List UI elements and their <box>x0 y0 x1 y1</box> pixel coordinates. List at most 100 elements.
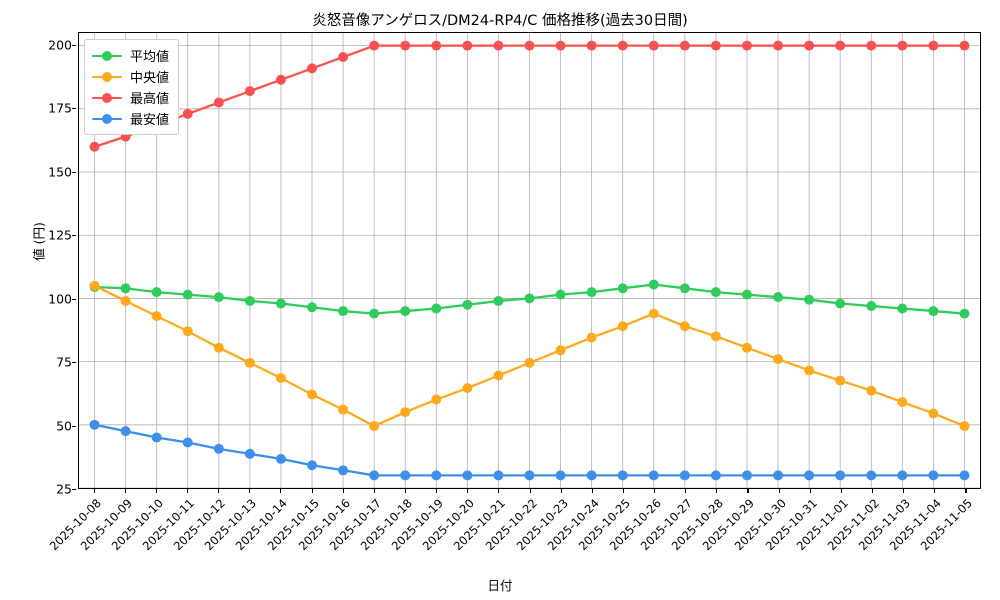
data-point <box>493 370 504 381</box>
x-tick-mark <box>436 489 438 493</box>
data-point <box>89 141 100 152</box>
data-point <box>804 470 815 481</box>
data-point <box>928 408 939 419</box>
data-point <box>586 470 597 481</box>
data-point <box>773 470 784 481</box>
data-point <box>182 289 193 300</box>
x-tick-mark <box>498 489 500 493</box>
data-point <box>959 421 970 432</box>
data-point <box>804 294 815 305</box>
data-point <box>959 308 970 319</box>
y-tick-mark <box>72 298 76 300</box>
data-point <box>959 470 970 481</box>
chart-legend: 平均値 中央値 最高値 最安値 <box>84 39 180 135</box>
data-point <box>275 453 286 464</box>
data-point <box>431 303 442 314</box>
data-point <box>866 385 877 396</box>
x-tick-mark <box>872 489 874 493</box>
y-tick-label: 100 <box>48 291 72 307</box>
series-中央値 <box>89 280 970 432</box>
data-point <box>369 470 380 481</box>
x-tick-mark <box>249 489 251 493</box>
legend-label: 最安値 <box>130 113 170 128</box>
data-point <box>213 443 224 454</box>
data-point <box>307 63 318 74</box>
data-point <box>773 40 784 51</box>
data-point <box>431 40 442 51</box>
data-point <box>648 470 659 481</box>
y-tick-label: 25 <box>56 481 72 497</box>
data-point <box>431 394 442 405</box>
data-point <box>338 52 349 62</box>
y-tick-mark <box>72 235 76 237</box>
data-point <box>773 292 784 303</box>
data-point <box>866 301 877 311</box>
data-point <box>741 470 752 481</box>
data-point <box>555 470 566 481</box>
data-point <box>679 40 690 51</box>
data-point <box>182 326 193 337</box>
legend-swatch-icon <box>92 71 122 83</box>
x-tick-mark <box>654 489 656 493</box>
x-tick-mark <box>404 489 407 493</box>
data-point <box>586 40 597 51</box>
legend-label: 中央値 <box>130 71 170 86</box>
data-point <box>866 470 877 481</box>
x-tick-mark <box>186 489 189 493</box>
legend-swatch-icon <box>92 92 122 104</box>
data-point <box>897 470 908 481</box>
data-point <box>307 460 318 471</box>
series-平均値 <box>89 279 970 319</box>
y-tick-mark <box>72 489 76 491</box>
data-point <box>710 470 721 481</box>
data-point <box>369 421 380 432</box>
data-point <box>928 306 939 317</box>
x-tick-mark <box>311 489 313 493</box>
chart-title: 炎怒音像アンゲロス/DM24-RP4/C 価格推移(過去30日間) <box>312 13 688 29</box>
x-tick-mark <box>342 489 344 493</box>
y-tick-label: 125 <box>48 227 72 243</box>
data-point <box>617 321 628 332</box>
data-point <box>182 108 193 119</box>
data-point <box>835 470 846 481</box>
y-axis-tick-labels: 25 50 75 100 125 150 175 200 <box>20 32 72 496</box>
data-point <box>524 470 535 481</box>
data-point <box>89 419 100 430</box>
y-tick-label: 200 <box>48 37 72 53</box>
data-point <box>338 404 349 415</box>
x-tick-mark <box>809 489 811 493</box>
legend-swatch-icon <box>92 50 122 62</box>
data-point <box>835 375 846 386</box>
data-point <box>804 40 815 51</box>
data-point <box>524 293 535 304</box>
data-point <box>307 302 318 313</box>
data-point <box>431 470 442 481</box>
x-tick-mark <box>218 489 220 493</box>
data-point <box>710 40 721 51</box>
data-point <box>213 342 224 353</box>
data-point <box>866 40 877 51</box>
data-point <box>897 397 908 408</box>
data-point <box>400 407 411 418</box>
data-point <box>120 283 131 294</box>
data-point <box>213 292 224 303</box>
data-point <box>462 470 473 481</box>
data-point <box>213 97 224 108</box>
data-point <box>617 40 628 51</box>
data-point <box>928 470 939 481</box>
data-point <box>151 287 162 298</box>
data-point <box>648 40 659 51</box>
data-point <box>617 283 628 294</box>
data-point <box>804 365 815 376</box>
y-tick-mark <box>72 44 76 46</box>
y-axis-title: 値 (円) <box>31 222 47 261</box>
x-tick-mark <box>93 489 95 493</box>
data-point <box>275 74 286 85</box>
data-point <box>928 40 939 51</box>
y-tick-mark <box>72 171 76 173</box>
series-最安値 <box>89 419 970 481</box>
data-point <box>741 342 752 353</box>
data-point <box>835 298 846 309</box>
data-point <box>524 40 535 51</box>
